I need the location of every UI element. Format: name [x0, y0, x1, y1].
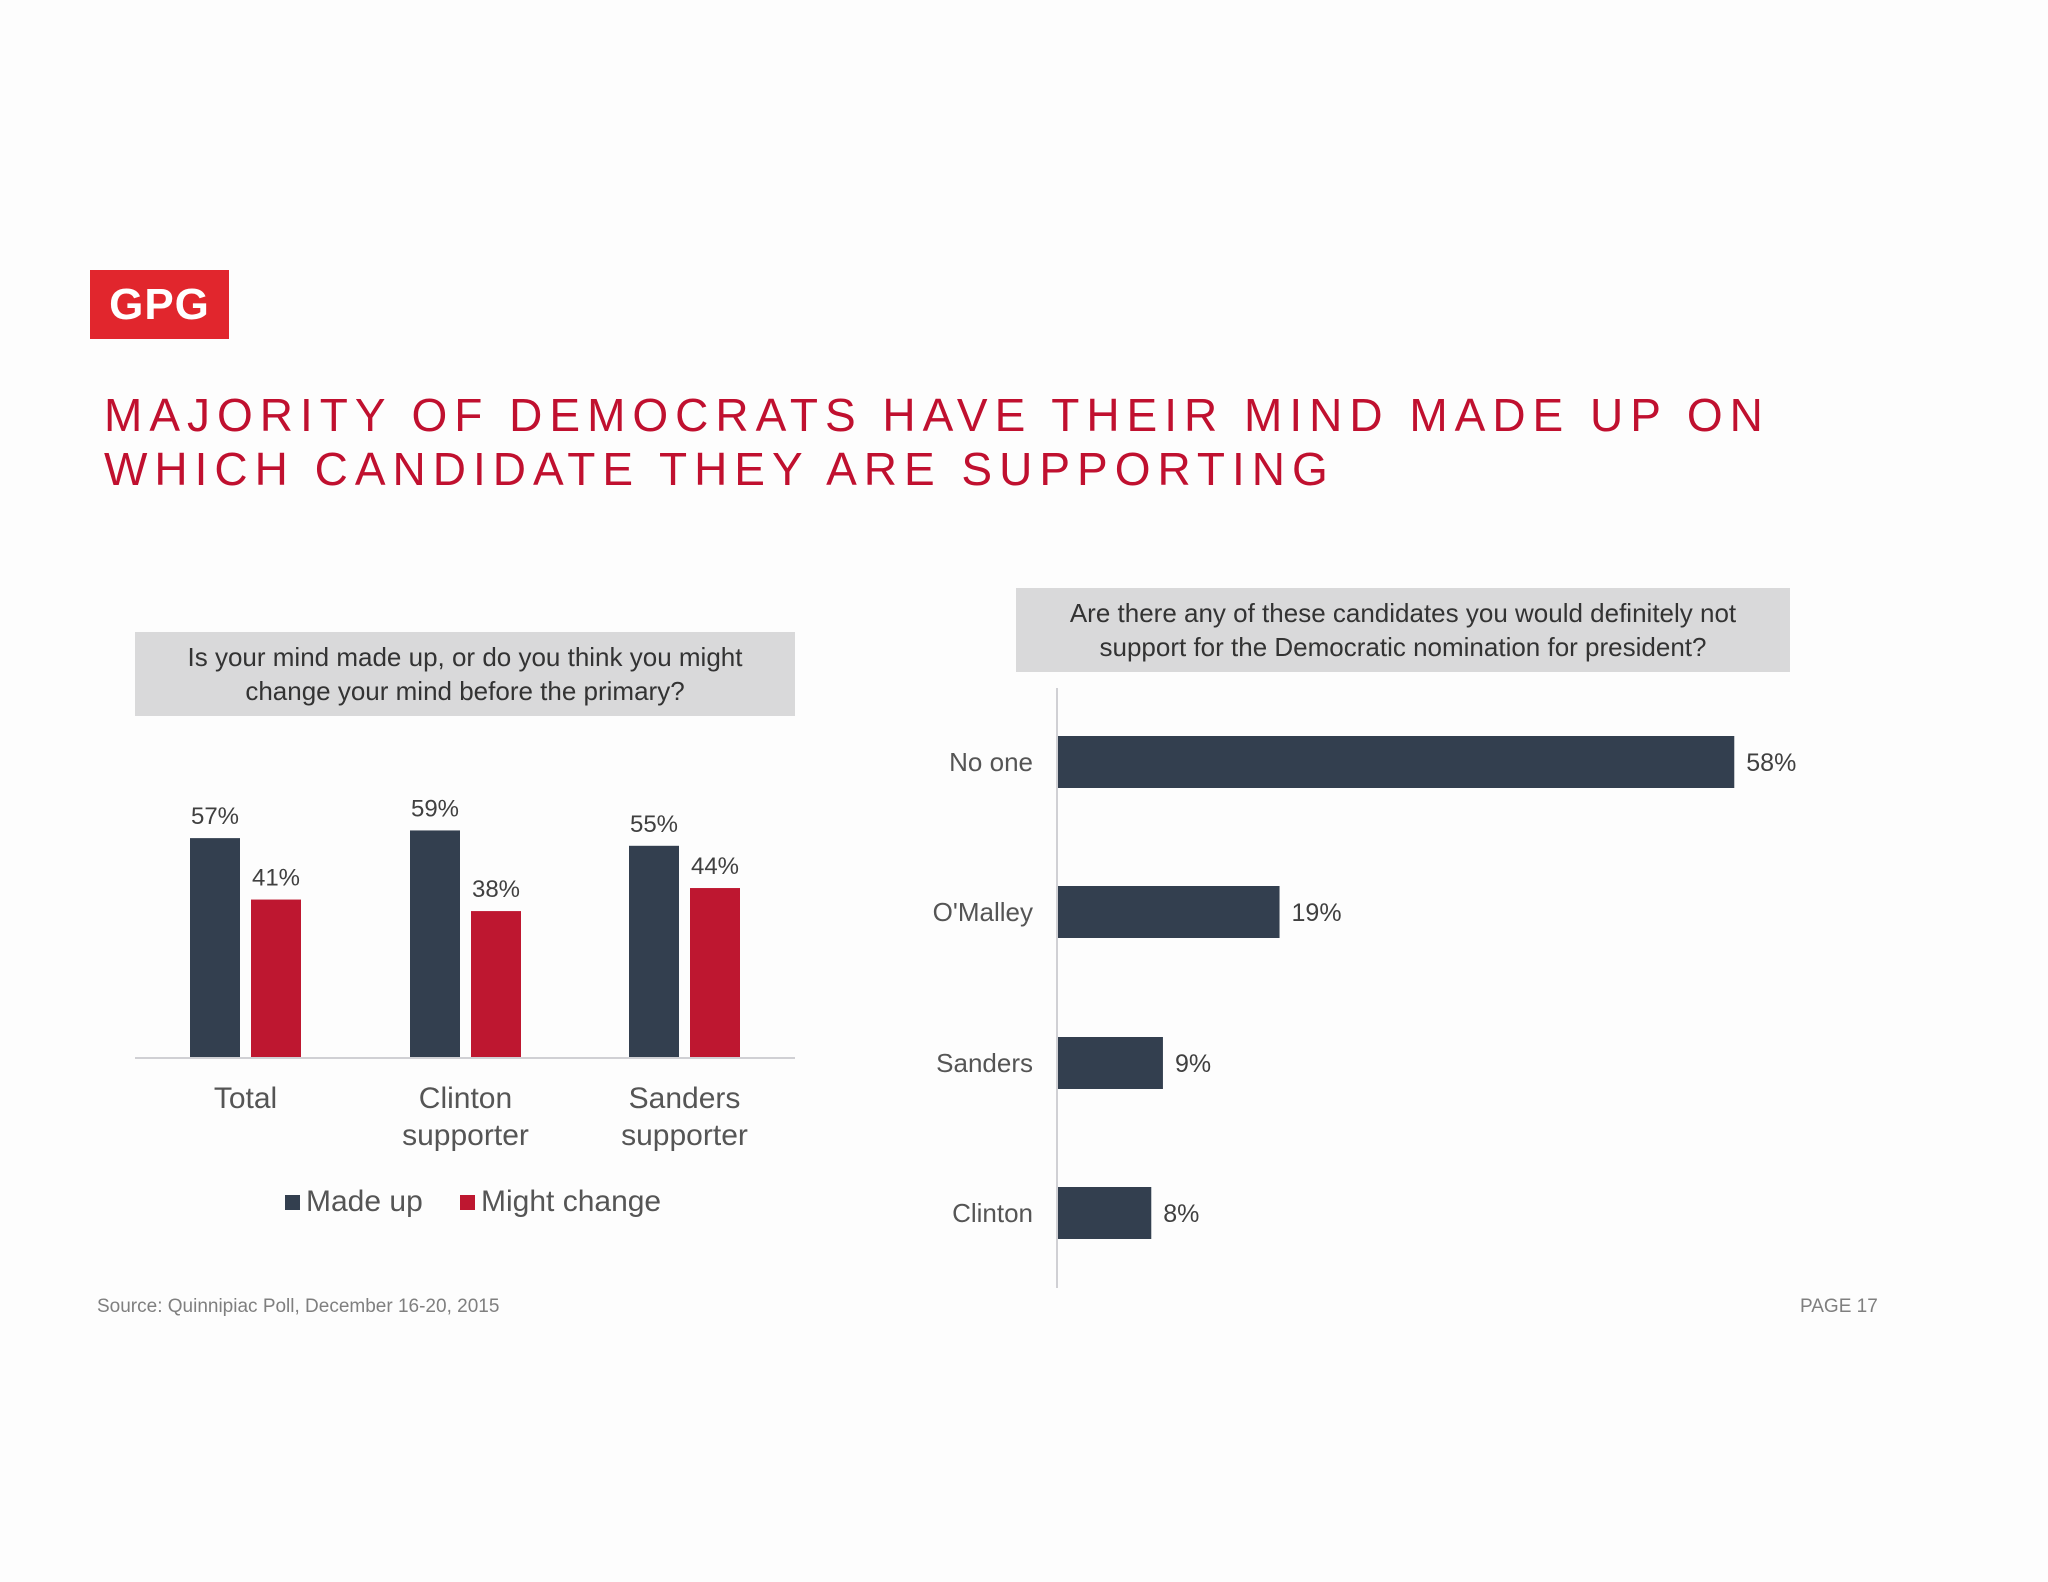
data-label: 19% [1292, 899, 1342, 927]
bar-made-up-0 [190, 838, 240, 1057]
data-label: 38% [472, 876, 520, 903]
data-label: 41% [252, 865, 300, 892]
bar-made-up-2 [629, 845, 679, 1057]
title-line-1: MAJORITY OF DEMOCRATS HAVE THEIR MIND MA… [104, 389, 1770, 441]
bar-might-change-0 [251, 899, 301, 1057]
right-chart-question: Are there any of these candidates you wo… [1016, 588, 1790, 672]
bar-0 [1058, 736, 1735, 788]
page-title: MAJORITY OF DEMOCRATS HAVE THEIR MIND MA… [104, 388, 2004, 496]
bar-might-change-1 [471, 911, 521, 1057]
category-label: supporter [621, 1119, 748, 1152]
bar-3 [1058, 1187, 1152, 1239]
left-question-line-1: Is your mind made up, or do you think yo… [187, 642, 743, 672]
category-label: O'Malley [933, 897, 1033, 927]
legend-swatch-made-up [285, 1195, 300, 1210]
page-number: PAGE 17 [1800, 1296, 1878, 1317]
category-label: Total [214, 1082, 277, 1115]
data-label: 9% [1175, 1050, 1211, 1078]
legend-label-made-up: Made up [306, 1185, 423, 1218]
data-label: 57% [191, 803, 239, 830]
data-label: 55% [630, 811, 678, 838]
right-question-line-1: Are there any of these candidates you wo… [1069, 598, 1737, 628]
left-question-line-2: change your mind before the primary? [245, 676, 685, 706]
category-label: Sanders [629, 1082, 741, 1115]
right-question-line-2: support for the Democratic nomination fo… [1099, 632, 1707, 662]
category-label: Clinton [952, 1198, 1033, 1228]
category-label: Sanders [936, 1048, 1033, 1078]
bar-made-up-1 [410, 830, 460, 1057]
source-note: Source: Quinnipiac Poll, December 16-20,… [97, 1296, 500, 1317]
left-chart-question: Is your mind made up, or do you think yo… [135, 632, 795, 716]
category-label: supporter [402, 1119, 529, 1152]
data-label: 58% [1746, 749, 1796, 777]
category-label: Clinton [419, 1082, 512, 1115]
data-label: 44% [691, 853, 739, 880]
legend-swatch-might-change [460, 1195, 475, 1210]
gpg-logo: GPG [90, 270, 229, 339]
data-label: 8% [1163, 1200, 1199, 1228]
legend-label-might-change: Might change [481, 1185, 661, 1218]
title-line-2: WHICH CANDIDATE THEY ARE SUPPORTING [104, 443, 1335, 495]
category-label: No one [949, 747, 1033, 777]
data-label: 59% [411, 795, 459, 822]
bar-2 [1058, 1037, 1163, 1089]
bar-1 [1058, 886, 1280, 938]
bar-might-change-2 [690, 888, 740, 1057]
